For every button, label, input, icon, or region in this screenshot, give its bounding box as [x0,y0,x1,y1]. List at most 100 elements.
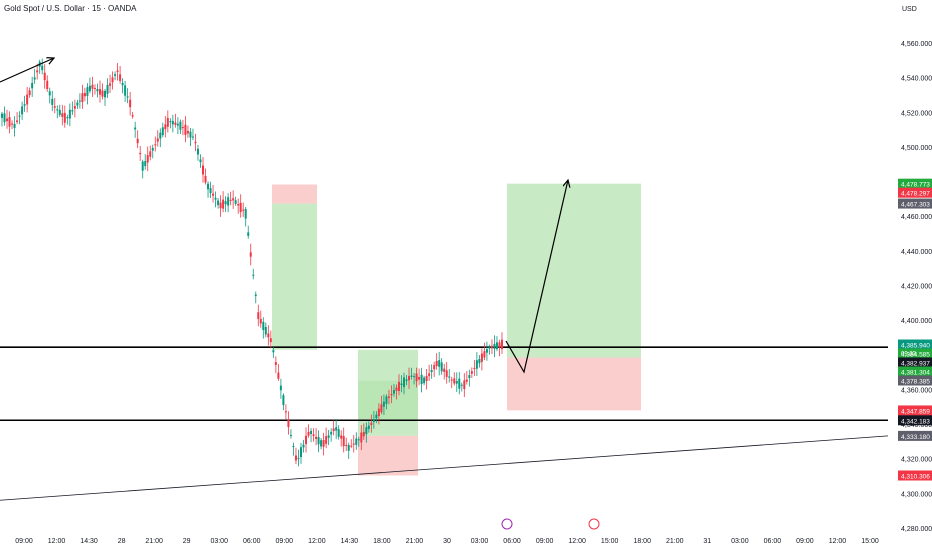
arrow-up-left [0,58,54,83]
price-badge-text: 4,381.304 [901,369,930,376]
x-tick-label: 18:00 [633,538,651,545]
candle-body [154,144,157,146]
candle-body [453,378,456,384]
candle-body [93,88,96,90]
candle-body [320,440,323,447]
candle-body [76,102,79,106]
candle-body [88,85,91,92]
candle-body [355,438,358,445]
candle-body [430,369,433,373]
price-badge: 4,342.183 [898,415,932,426]
time-axis[interactable]: 09:00 12:00 14:30 28 21:00 29 03:00 06:00 09:00 1… [15,518,879,545]
price-badge: 4,347.859 [898,405,932,416]
candle-body [124,85,127,96]
candle-body [294,455,297,461]
candle-body [423,377,426,384]
candle-body [189,131,192,138]
candle-body [234,200,237,204]
candle-body [63,112,66,123]
candle-body [498,342,501,348]
candle-body [214,197,217,200]
short-target-zone [272,203,317,350]
price-badge-text: 4,382.937 [901,360,930,367]
candle-body [347,444,350,451]
candle-body [247,232,250,236]
candle-body [194,141,197,144]
drawings[interactable] [0,58,568,374]
candle-body [305,435,308,445]
candle-body [121,82,124,86]
candle-body [478,358,481,364]
candle-body [428,373,431,377]
price-badge-text: 4,385.940 [901,342,930,349]
candle-body [490,345,493,349]
candle-body [372,419,375,422]
candle-body [307,431,310,436]
price-badge-text: 4,384.585 [901,351,930,358]
x-tick-label: 21:00 [666,538,684,545]
candle-body [78,100,81,102]
candle-body [392,390,395,394]
price-badge-bg [898,366,932,377]
price-badge-text: 4,310.306 [901,474,930,481]
position-zones[interactable] [272,183,641,476]
candle-body [96,89,99,92]
candle-body [483,351,486,358]
candle-body [16,120,19,123]
y-tick-label: 4,320.000 [901,457,932,464]
candle-body [104,90,107,98]
candle-body [254,294,257,296]
x-tick-label: 21:00 [406,538,424,545]
candle-body [382,401,385,407]
price-badge: 4,384.585 [898,348,932,359]
currency-label[interactable]: USD [902,6,917,13]
candle-body [433,365,436,370]
candle-body [448,376,451,378]
candle-body [244,209,247,219]
trend-line[interactable] [0,435,889,501]
candle-body [8,117,11,127]
candle-body [86,87,89,96]
candle-body [199,159,202,163]
candle-body [262,321,265,330]
y-tick-label: 4,360.000 [901,387,932,394]
x-tick-label: 14:30 [80,538,98,545]
y-tick-label: 4,460.000 [901,214,932,221]
candle-body [171,120,174,125]
price-badge-bg [898,187,932,198]
candle-body [455,380,458,384]
candle-body [232,198,235,201]
candle-body [495,342,498,350]
event-lightning-icon [501,518,513,530]
price-badge-text: 4,378.385 [901,378,930,385]
candle-body [3,113,6,123]
candle-body [144,161,147,167]
candle-body [111,77,114,83]
candle-body [156,138,159,142]
price-axis[interactable]: 4,560.0004,540.0004,520.0004,500.0004,48… [901,41,932,533]
price-badge-text: 4,467.303 [901,202,930,209]
candle-body [450,379,453,381]
candle-body [370,422,373,426]
candle-body [186,130,189,134]
candle-body [149,151,152,157]
candle-body [202,165,205,175]
long-inner-zone [358,380,418,421]
candle-body [224,201,227,205]
horizontal-lines[interactable] [0,346,888,422]
x-tick-label: 14:30 [341,538,359,545]
y-tick-label: 4,540.000 [901,76,932,83]
candle-body [282,395,285,406]
candle-body [21,106,24,115]
candle-body [352,443,355,445]
candle-body [390,394,393,396]
candle-body [468,375,471,379]
candle-body [480,353,483,362]
candles [1,58,503,467]
candle-body [488,347,491,349]
x-tick-label: 12:00 [48,538,66,545]
candle-body [284,411,287,413]
symbol-title: Gold Spot / U.S. Dollar · 15 · OANDA [4,4,137,13]
countdown-text: 09:33 [901,351,917,357]
